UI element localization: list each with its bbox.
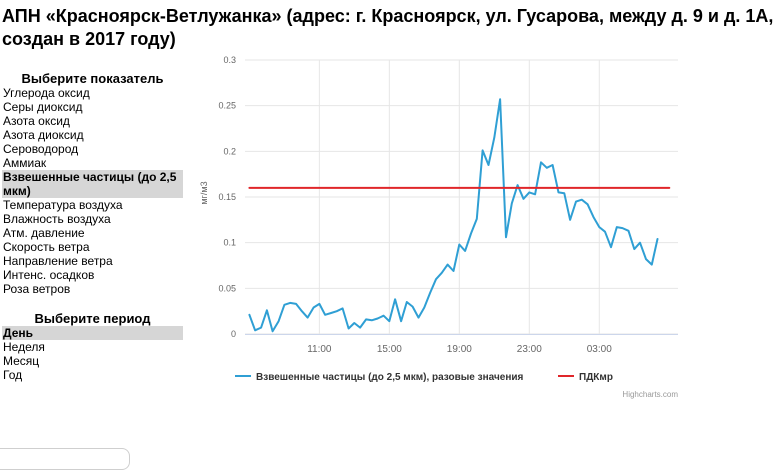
period-list: День Неделя Месяц Год (2, 326, 183, 382)
x-tick-label: 23:00 (517, 344, 542, 355)
indicator-item[interactable]: Углерода оксид (3, 86, 90, 100)
y-tick-label: 0.05 (218, 283, 236, 293)
page-title: АПН «Красноярск-Ветлужанка» (адрес: г. К… (2, 6, 774, 49)
indicator-panel: Выберите показатель Углерода оксид Серы д… (2, 71, 183, 296)
indicator-list: Углерода оксид Серы диоксид Азота оксид Азо… (2, 86, 183, 296)
indicator-item[interactable]: Температура воздуха (3, 198, 123, 212)
x-tick-label: 15:00 (377, 344, 402, 355)
chart-grid (245, 59, 678, 335)
y-tick-label: 0.3 (223, 55, 236, 65)
y-axis-label: мг/м3 (199, 181, 209, 204)
indicator-item[interactable]: Влажность воздуха (3, 212, 111, 226)
indicator-item[interactable]: Аммиак (3, 156, 47, 170)
period-item[interactable]: Неделя (3, 340, 45, 354)
chart-series (248, 98, 671, 333)
indicator-panel-heading: Выберите показатель (21, 71, 164, 86)
legend-item-label[interactable]: ПДКмр (579, 372, 613, 383)
indicator-item[interactable]: Взвешенные частицы (до 2,5 мкм) (2, 170, 183, 198)
y-axis-ticks: 0 0.05 0.1 0.15 0.2 0.25 0.3 (218, 55, 236, 339)
period-panel-heading: Выберите период (34, 311, 151, 326)
y-tick-label: 0 (231, 329, 236, 339)
chart-credits[interactable]: Highcharts.com (622, 390, 678, 399)
x-axis-ticks: 11:00 15:00 19:00 23:00 03:00 (307, 344, 612, 355)
indicator-item[interactable]: Серы диоксид (3, 100, 83, 114)
legend-item-label[interactable]: Взвешенные частицы (до 2,5 мкм), разовые… (256, 372, 524, 383)
y-tick-label: 0.15 (218, 192, 236, 202)
pm25-series-line[interactable] (248, 98, 659, 333)
period-item[interactable]: День (2, 326, 183, 340)
indicator-item[interactable]: Сероводород (3, 142, 79, 156)
indicator-item[interactable]: Скорость ветра (3, 240, 90, 254)
chart-legend: Взвешенные частицы (до 2,5 мкм), разовые… (235, 372, 613, 383)
indicator-item[interactable]: Роза ветров (3, 282, 71, 296)
indicator-item[interactable]: Интенс. осадков (3, 268, 95, 282)
indicator-item[interactable]: Азота оксид (3, 114, 70, 128)
period-panel: Выберите период День Неделя Месяц Год (2, 311, 183, 382)
x-tick-label: 19:00 (447, 344, 472, 355)
x-tick-label: 03:00 (587, 344, 612, 355)
y-tick-label: 0.25 (218, 101, 236, 111)
y-tick-label: 0.2 (223, 146, 236, 156)
period-item[interactable]: Месяц (3, 354, 40, 368)
bottom-tab[interactable] (0, 448, 130, 470)
indicator-item[interactable]: Направление ветра (3, 254, 113, 268)
pm25-chart: 0 0.05 0.1 0.15 0.2 0.25 0.3 11:00 15:00 19:00 23… (199, 55, 678, 399)
x-tick-label: 11:00 (307, 344, 332, 355)
y-tick-label: 0.1 (223, 238, 236, 248)
indicator-item[interactable]: Атм. давление (3, 226, 85, 240)
period-item[interactable]: Год (3, 368, 23, 382)
indicator-item[interactable]: Азота диоксид (3, 128, 84, 142)
